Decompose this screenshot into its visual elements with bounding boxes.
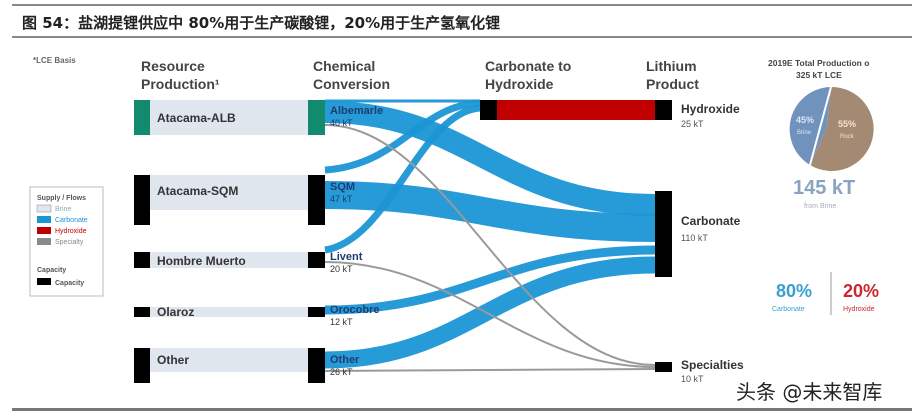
- product-value: 10 kT: [681, 374, 704, 384]
- header-chemical-1: Chemical: [313, 58, 375, 74]
- chemical-label: Livent: [330, 251, 363, 263]
- product-value: 25 kT: [681, 119, 704, 129]
- header-c2h-2: Hydroxide: [485, 76, 554, 92]
- chemical-value: 12 kT: [330, 317, 353, 327]
- split-hydroxide-pct: 20%: [843, 281, 879, 301]
- pie-brine-label: Brine: [797, 130, 812, 136]
- pie-title-2: 325 kT LCE: [796, 70, 842, 80]
- figure-title-bar: 图 54：盐湖提锂供应中 80%用于生产碳酸锂，20%用于生产氢氧化锂: [12, 4, 912, 38]
- split-carbonate-label: Carbonate: [772, 306, 805, 313]
- resource-label: Olaroz: [157, 305, 194, 319]
- header-chemical-2: Conversion: [313, 76, 390, 92]
- header-c2h-1: Carbonate to: [485, 58, 571, 74]
- legend-hydroxide: Hydroxide: [55, 228, 87, 235]
- resource-label: Other: [157, 353, 189, 367]
- resource-label: Hombre Muerto: [157, 254, 246, 268]
- specialty-flows: [324, 124, 656, 372]
- brine-total-caption: from Brine: [804, 203, 836, 210]
- pie-slice-rock: [810, 86, 874, 171]
- pie-slice-brine: [789, 87, 831, 165]
- chemical-label: Orocobre: [330, 304, 380, 316]
- lce-note: *LCE Basis: [33, 56, 76, 65]
- pie-title-1: 2019E Total Production o: [768, 58, 869, 68]
- brine-flows: [150, 100, 310, 372]
- header-product-2: Product: [646, 76, 699, 92]
- split-carbonate-pct: 80%: [776, 281, 812, 301]
- watermark: 头条 @未来智库: [736, 380, 883, 404]
- resource-label: Atacama-SQM: [157, 184, 238, 198]
- header-product-1: Lithium: [646, 58, 697, 74]
- pie-rock-pct: 55%: [838, 119, 856, 129]
- pie-rock-label: Rock: [840, 134, 855, 140]
- chemical-label: Other: [330, 354, 360, 366]
- chemical-value: 47 kT: [330, 194, 353, 204]
- product-label: Hydroxide: [681, 102, 740, 116]
- split-summary: 80% Carbonate 20% Hydroxide: [772, 272, 879, 315]
- legend-capacity: Capacity: [55, 280, 84, 287]
- carbonate-flows: [324, 99, 656, 369]
- legend-brine: Brine: [55, 206, 71, 213]
- footer-divider: [12, 408, 912, 411]
- pie-chart: 2019E Total Production o 325 kT LCE 45% …: [768, 58, 874, 210]
- c2h-bar: [480, 100, 497, 120]
- chemical-label: SQM: [330, 181, 355, 193]
- resource-label: Atacama-ALB: [157, 111, 236, 125]
- product-bars: [655, 100, 672, 372]
- chemical-label: Albemarle: [330, 105, 383, 117]
- legend-carbonate: Carbonate: [55, 217, 88, 224]
- legend-capacity-title: Capacity: [37, 267, 66, 274]
- header-resource-1: Resource: [141, 58, 205, 74]
- figure-title: 图 54：盐湖提锂供应中 80%用于生产碳酸锂，20%用于生产氢氧化锂: [22, 14, 501, 32]
- chemical-value: 26 kT: [330, 367, 353, 377]
- legend-title: Supply / Flows: [37, 195, 86, 202]
- resource-bars: [134, 100, 150, 383]
- chemical-value: 20 kT: [330, 264, 353, 274]
- legend-specialty: Specialty: [55, 239, 84, 246]
- pie-brine-pct: 45%: [796, 115, 814, 125]
- product-value: 110 kT: [681, 233, 708, 243]
- brine-total: 145 kT: [793, 177, 855, 199]
- header-resource-2: Production¹: [141, 76, 220, 92]
- chemical-bars: [308, 100, 325, 383]
- hydroxide-flow: [497, 100, 655, 120]
- chemical-value: 40 kT: [330, 118, 353, 128]
- split-hydroxide-label: Hydroxide: [843, 306, 875, 313]
- product-label: Specialties: [681, 358, 744, 372]
- product-label: Carbonate: [681, 214, 741, 228]
- legend: Supply / Flows Brine Carbonate Hydroxide…: [29, 186, 104, 297]
